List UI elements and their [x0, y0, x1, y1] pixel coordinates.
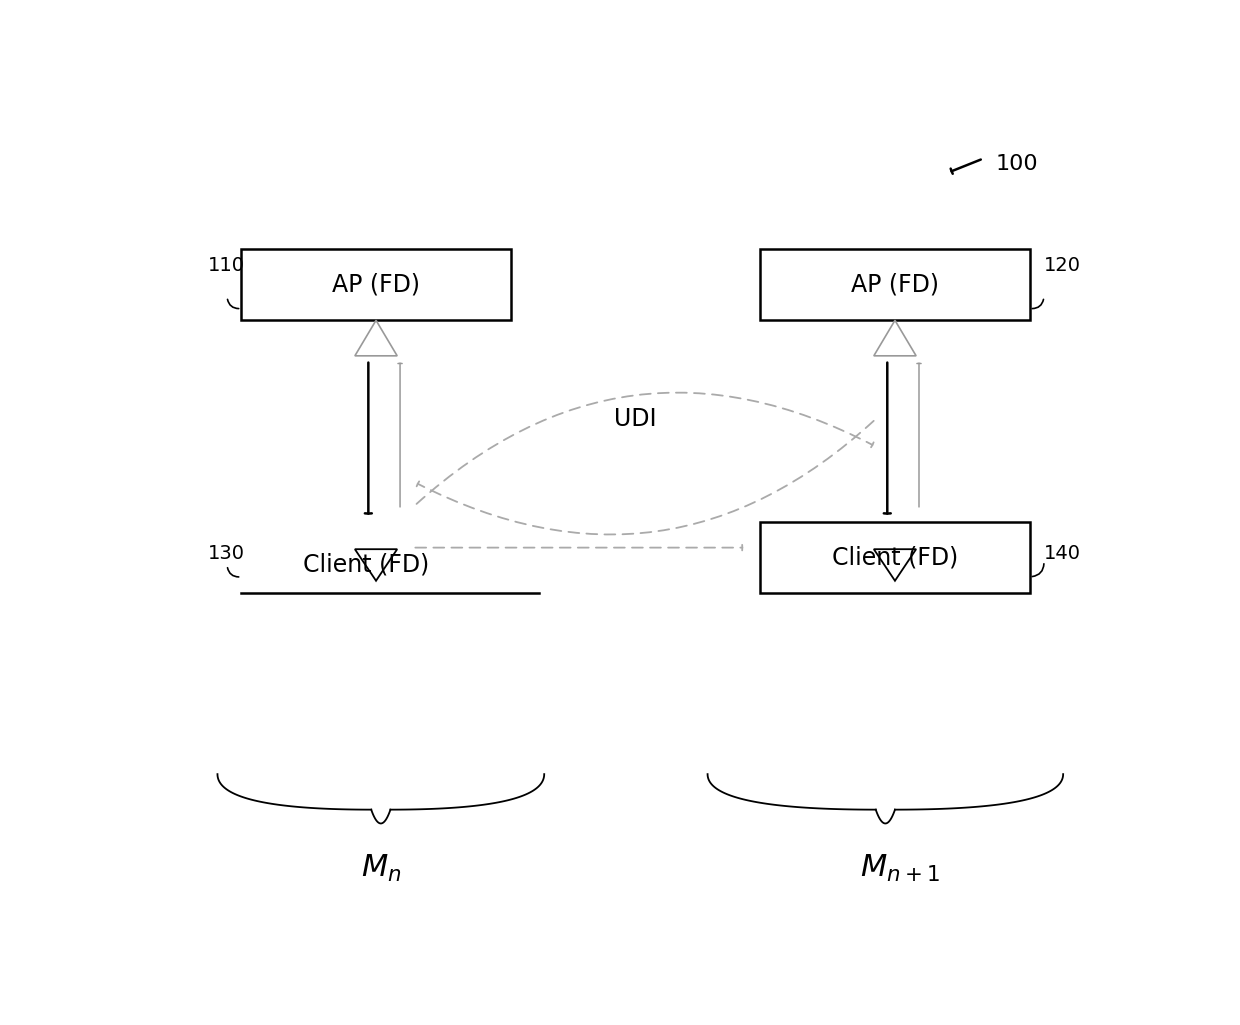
Text: $M_n$: $M_n$ [361, 853, 401, 885]
Text: 120: 120 [1044, 255, 1081, 275]
Bar [242, 249, 511, 320]
Text: UDI: UDI [614, 407, 657, 430]
Text: AP (FD): AP (FD) [851, 273, 939, 297]
Text: 110: 110 [208, 255, 244, 275]
Text: Client (FD): Client (FD) [304, 552, 429, 577]
Text: $M_{n+1}$: $M_{n+1}$ [859, 853, 940, 885]
Text: 140: 140 [1044, 543, 1081, 563]
Text: AP (FD): AP (FD) [332, 273, 420, 297]
Text: 130: 130 [208, 543, 244, 563]
Bar [760, 522, 1029, 592]
Text: Client (FD): Client (FD) [832, 545, 959, 569]
Bar [760, 249, 1029, 320]
Text: 100: 100 [996, 154, 1039, 174]
